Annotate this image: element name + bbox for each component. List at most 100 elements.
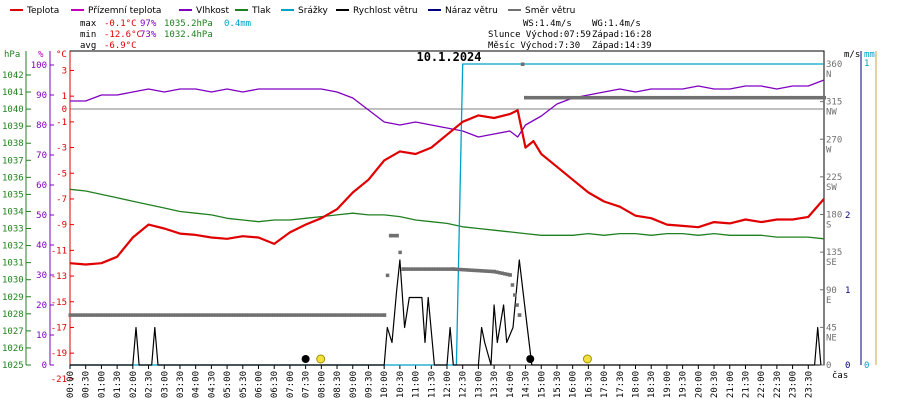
wind-direction-point (259, 313, 264, 317)
wind-direction-point (229, 313, 233, 317)
wind-direction-point (732, 95, 736, 100)
wind-direction-point (81, 313, 85, 317)
direction-compass-label: N (826, 70, 831, 80)
wind-direction-point (324, 313, 329, 317)
wind-direction-point (219, 313, 223, 317)
wind-direction-point (151, 313, 155, 317)
wind-direction-point (729, 95, 734, 100)
wind-direction-point (536, 95, 541, 100)
wind-direction-point (108, 313, 113, 317)
wind-direction-point (294, 313, 299, 317)
wind-direction-point (529, 95, 533, 100)
humidity-axis-title: % (38, 50, 44, 60)
wind-direction-point (684, 95, 689, 100)
wind-direction-point (224, 313, 228, 317)
max-pressure: 1035.2hPa (164, 19, 213, 29)
direction-tick-label: 180 (826, 211, 842, 221)
wind-direction-point (153, 313, 158, 317)
wind-direction-point (251, 313, 256, 317)
wind-speed-tick-label: 0 (845, 361, 850, 371)
x-tick-label: 00:00 (66, 371, 76, 398)
wind-direction-point (802, 95, 806, 100)
wind-direction-point (289, 313, 294, 317)
x-tick-label: 23:30 (804, 371, 814, 398)
wind-direction-point (133, 313, 138, 317)
temperature-tick-label: 1 (62, 92, 67, 102)
wind-direction-point (436, 267, 441, 271)
wind-speed-tick-label: 1 (845, 286, 850, 296)
wind-direction-point (209, 313, 213, 317)
wind-direction-point (631, 95, 636, 100)
wind-direction-point (312, 313, 316, 317)
humidity-tick-label: 20 (36, 301, 47, 311)
wind-direction-point (817, 95, 821, 100)
wind-direction-point (391, 233, 395, 238)
wind-direction-point (541, 95, 546, 100)
wind-direction-point (449, 267, 453, 271)
wind-direction-point (719, 95, 724, 100)
humidity-tick-label: 50 (36, 211, 47, 221)
wind-direction-point (96, 313, 100, 317)
wind-direction-point (319, 313, 324, 317)
wind-direction-point (73, 313, 78, 317)
wind-speed-axis-title: m/s (844, 50, 860, 60)
wind-direction-point (636, 95, 641, 100)
wind-direction-point (589, 95, 593, 100)
wind-direction-point (503, 272, 507, 276)
temperature-tick-label: -21 (51, 375, 67, 385)
wind-direction-point (629, 95, 633, 100)
temperature-tick-label: -5 (56, 169, 67, 179)
wind-direction-point (176, 313, 181, 317)
wind-direction-point (204, 313, 208, 317)
wind-direction-point (508, 273, 512, 277)
wind-direction-point (724, 95, 729, 100)
x-tick-label: 10:30 (396, 371, 406, 398)
x-tick-label: 11:00 (412, 371, 422, 398)
wind-direction-point (246, 313, 251, 317)
pressure-tick-label: 1033 (2, 225, 24, 235)
wind-direction-point (454, 267, 458, 272)
pressure-tick-label: 1040 (2, 105, 24, 115)
pressure-axis-title: hPa (4, 50, 20, 60)
wind-direction-point (304, 313, 309, 317)
wind-direction-point (794, 95, 799, 100)
wind-direction-point (702, 95, 706, 100)
wind-direction-point (78, 313, 83, 317)
wind-direction-point (284, 313, 289, 317)
wind-direction-point (505, 272, 510, 277)
x-tick-label: 16:00 (569, 371, 579, 398)
pressure-tick-label: 1035 (2, 190, 24, 200)
wind-direction-point (372, 313, 377, 317)
x-tick-label: 00:30 (82, 371, 92, 398)
humidity-tick-label: 10 (36, 331, 47, 341)
wind-direction-point (181, 313, 186, 317)
wind-direction-point (382, 313, 387, 317)
wind-direction-point (515, 303, 519, 307)
wind-direction-point (742, 95, 746, 100)
wind-direction-point (669, 95, 674, 100)
wind-direction-point (314, 313, 319, 317)
x-tick-label: 09:30 (364, 371, 374, 398)
direction-compass-label: NW (826, 108, 837, 118)
stats-panel: max -0.1°C 97% 1035.2hPa 0.4mm min -12.6… (80, 19, 652, 51)
wind-direction-point (799, 95, 804, 100)
wind-direction-point (199, 313, 203, 317)
wind-direction-point (539, 95, 543, 100)
wind-direction-point (699, 95, 704, 100)
wind-direction-point (409, 267, 413, 271)
wind-direction-point (118, 313, 123, 317)
wind-direction-point (774, 95, 779, 100)
astro-markers (301, 354, 592, 364)
wind-direction-point (777, 95, 781, 100)
x-tick-label: 01:00 (97, 371, 107, 398)
wind-direction-point (184, 313, 188, 317)
x-tick-label: 19:30 (679, 371, 689, 398)
legend-label: Teplota (26, 6, 59, 16)
wind-direction-point (398, 250, 402, 255)
wind-direction-point (554, 95, 558, 100)
x-tick-label: 08:30 (333, 371, 343, 398)
wind-direction-point (279, 313, 284, 317)
rain-tick-label: 1 (864, 59, 869, 69)
wind-direction-point (231, 313, 236, 317)
pressure-tick-label: 1036 (2, 173, 24, 183)
